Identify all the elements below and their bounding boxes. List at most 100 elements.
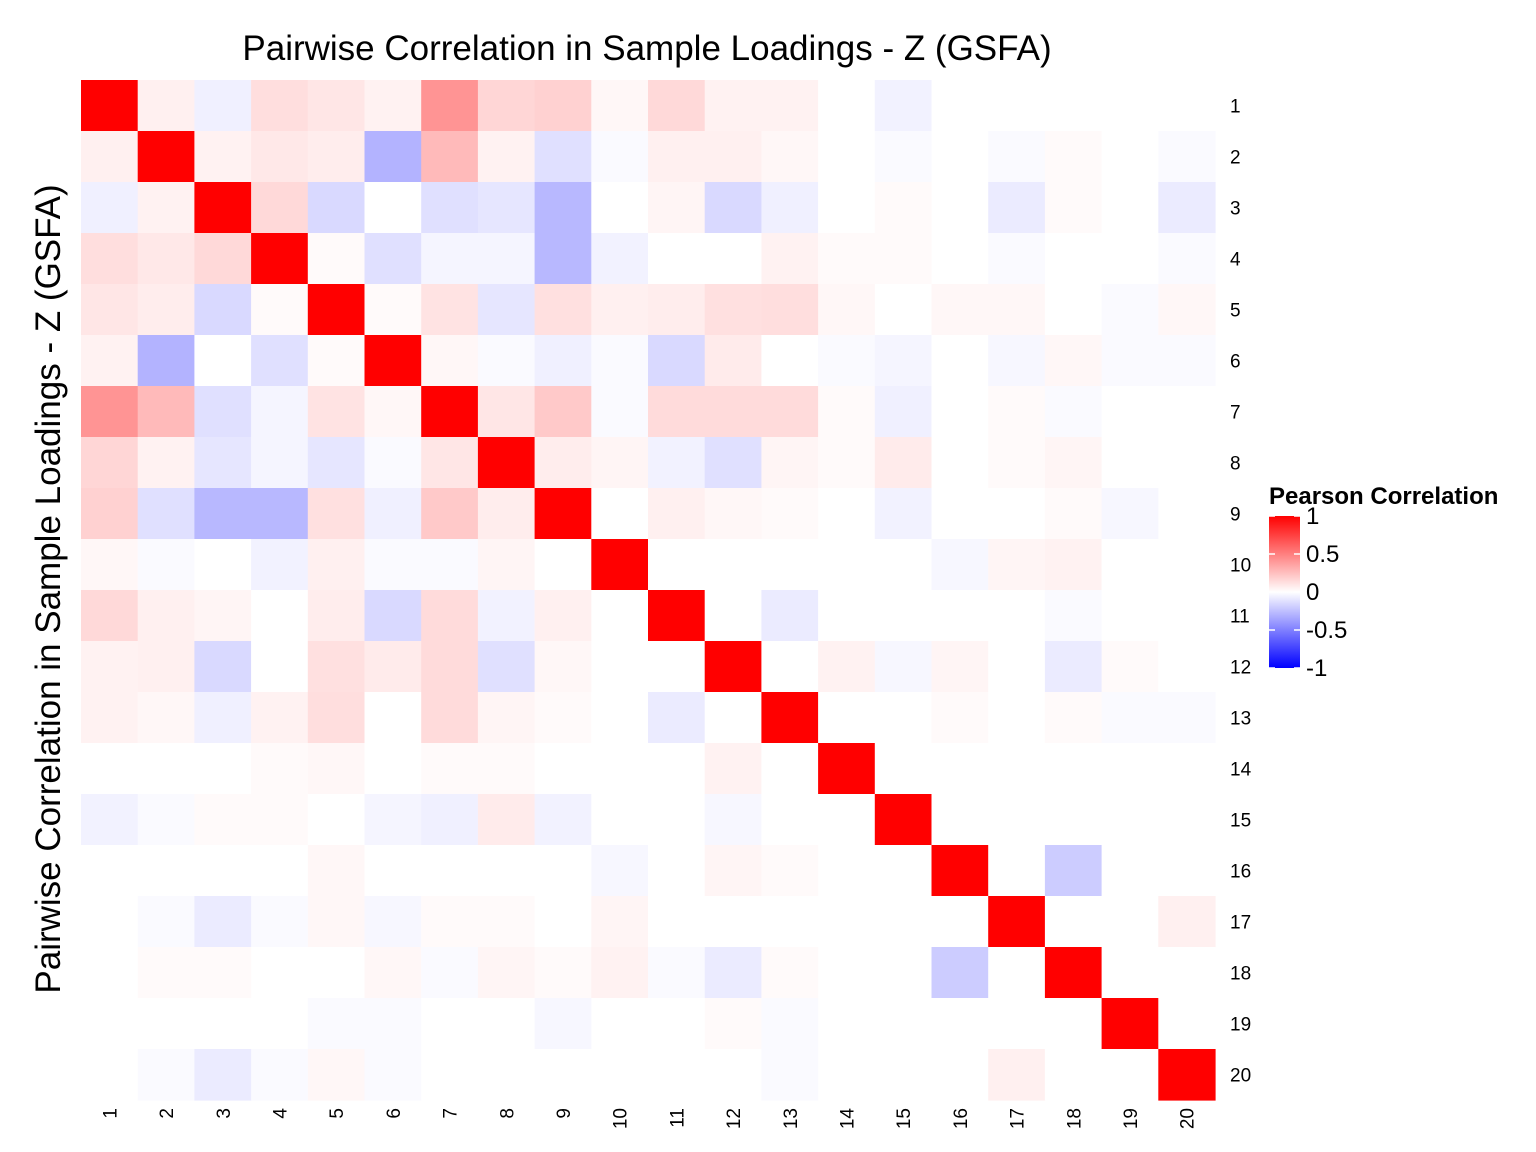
heatmap-cell-r4-c14: [818, 233, 876, 285]
heatmap-cell-r3-c5: [307, 182, 366, 234]
legend-tick-label: -1: [1306, 655, 1327, 682]
heatmap-cell-r10-c13: [761, 539, 819, 591]
heatmap-cell-r13-c5: [307, 692, 366, 744]
heatmap-cell-r19-c19: [1101, 998, 1159, 1050]
heatmap-cell-r7-c17: [988, 386, 1046, 438]
chart-title: Pairwise Correlation in Sample Loadings …: [242, 29, 1051, 68]
heatmap-cell-r18-c4: [251, 947, 309, 999]
heatmap-cell-r20-c19: [1101, 1049, 1159, 1101]
heatmap-cell-r19-c17: [988, 998, 1046, 1050]
x-tick-label: 11: [667, 1108, 688, 1128]
heatmap-cell-r19-c1: [81, 998, 139, 1050]
heatmap-cell-r15-c2: [137, 794, 195, 846]
heatmap-cell-r8-c9: [534, 437, 592, 489]
heatmap-cell-r3-c11: [648, 182, 706, 234]
x-tick-label: 17: [1008, 1108, 1029, 1129]
heatmap-cell-r14-c19: [1101, 743, 1159, 795]
heatmap-cell-r15-c20: [1158, 794, 1216, 846]
heatmap-cell-r8-c11: [648, 437, 706, 489]
heatmap-cell-r16-c16: [931, 845, 989, 897]
heatmap-cell-r14-c5: [307, 743, 366, 795]
heatmap-cell-r14-c4: [251, 743, 309, 795]
heatmap-cell-r5-c20: [1158, 284, 1216, 336]
y-tick-label: 5: [1230, 301, 1241, 322]
heatmap-cell-r16-c18: [1044, 845, 1103, 897]
heatmap-cell-r5-c3: [194, 284, 252, 336]
heatmap-cell-r7-c14: [818, 386, 876, 438]
heatmap-cell-r4-c12: [704, 233, 762, 285]
heatmap-cell-r2-c14: [818, 131, 876, 183]
heatmap-cell-r10-c1: [81, 539, 139, 591]
heatmap-cell-r8-c12: [704, 437, 762, 489]
heatmap-cell-r12-c2: [137, 641, 195, 693]
heatmap-cell-r19-c20: [1158, 998, 1216, 1050]
y-tick-label: 17: [1230, 913, 1251, 934]
x-tick-label: 19: [1121, 1108, 1142, 1129]
heatmap-cell-r12-c6: [364, 641, 422, 693]
heatmap-cell-r16-c10: [591, 845, 649, 897]
heatmap-cell-r15-c19: [1101, 794, 1159, 846]
heatmap-cell-r16-c12: [704, 845, 762, 897]
y-tick-label: 7: [1230, 403, 1241, 424]
heatmap-cell-r11-c2: [137, 590, 195, 642]
heatmap-cell-r12-c20: [1158, 641, 1216, 693]
x-tick-label: 1: [100, 1108, 121, 1119]
heatmap-cell-r15-c18: [1044, 794, 1103, 846]
heatmap-cells: [81, 80, 1216, 1101]
heatmap-cell-r19-c7: [421, 998, 479, 1050]
y-tick-label: 16: [1230, 862, 1251, 883]
heatmap-cell-r14-c17: [988, 743, 1046, 795]
heatmap-cell-r14-c16: [931, 743, 989, 795]
x-tick-label: 4: [271, 1108, 292, 1119]
heatmap-cell-r14-c20: [1158, 743, 1216, 795]
heatmap-cell-r5-c10: [591, 284, 649, 336]
heatmap-cell-r4-c19: [1101, 233, 1159, 285]
heatmap-cell-r10-c10: [591, 539, 649, 591]
heatmap-cell-r10-c8: [477, 539, 536, 591]
heatmap-cell-r11-c18: [1044, 590, 1103, 642]
heatmap-cell-r17-c19: [1101, 896, 1159, 948]
x-tick-labels: 1 2 3 4 5 6 7 8 9 10 11 12 13 14 15 16 17 18 19 20: [100, 1108, 1198, 1130]
heatmap-cell-r15-c4: [251, 794, 309, 846]
heatmap-cell-r7-c2: [137, 386, 195, 438]
heatmap-cell-r8-c10: [591, 437, 649, 489]
heatmap-cell-r9-c11: [648, 488, 706, 540]
y-tick-label: 18: [1230, 964, 1251, 985]
heatmap-cell-r20-c14: [818, 1049, 876, 1101]
heatmap-cell-r3-c18: [1044, 182, 1103, 234]
y-tick-label: 14: [1230, 760, 1252, 781]
heatmap-cell-r17-c12: [704, 896, 762, 948]
heatmap-cell-r18-c11: [648, 947, 706, 999]
heatmap-cell-r18-c17: [988, 947, 1046, 999]
heatmap-cell-r12-c7: [421, 641, 479, 693]
heatmap-cell-r1-c2: [137, 80, 195, 132]
heatmap-cell-r11-c1: [81, 590, 139, 642]
heatmap-cell-r3-c16: [931, 182, 989, 234]
heatmap-cell-r17-c11: [648, 896, 706, 948]
heatmap-cell-r19-c9: [534, 998, 592, 1050]
heatmap-cell-r18-c6: [364, 947, 422, 999]
heatmap-cell-r11-c16: [931, 590, 989, 642]
heatmap-cell-r12-c8: [477, 641, 536, 693]
heatmap-cell-r10-c5: [307, 539, 366, 591]
heatmap-cell-r1-c17: [988, 80, 1046, 132]
heatmap-cell-r3-c9: [534, 182, 592, 234]
heatmap-cell-r10-c20: [1158, 539, 1216, 591]
heatmap-cell-r14-c3: [194, 743, 252, 795]
heatmap-cell-r20-c18: [1044, 1049, 1103, 1101]
heatmap-cell-r6-c7: [421, 335, 479, 387]
heatmap-cell-r5-c16: [931, 284, 989, 336]
legend-tick-label: 0.5: [1306, 541, 1339, 568]
heatmap-cell-r13-c7: [421, 692, 479, 744]
heatmap-cell-r20-c5: [307, 1049, 366, 1101]
heatmap-cell-r15-c1: [81, 794, 139, 846]
heatmap-cell-r15-c10: [591, 794, 649, 846]
heatmap-cell-r18-c14: [818, 947, 876, 999]
heatmap-cell-r5-c7: [421, 284, 479, 336]
heatmap-cell-r3-c4: [251, 182, 309, 234]
heatmap-cell-r11-c6: [364, 590, 422, 642]
heatmap-cell-r5-c13: [761, 284, 819, 336]
heatmap-cell-r13-c8: [477, 692, 536, 744]
heatmap-cell-r10-c3: [194, 539, 252, 591]
heatmap-cell-r13-c2: [137, 692, 195, 744]
